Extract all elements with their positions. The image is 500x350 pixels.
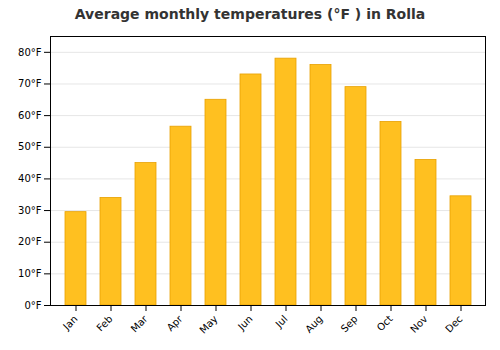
svg-text:Sep: Sep bbox=[339, 313, 360, 334]
svg-text:0°F: 0°F bbox=[24, 300, 41, 311]
svg-text:30°F: 30°F bbox=[18, 205, 42, 216]
svg-text:60°F: 60°F bbox=[18, 110, 42, 121]
svg-text:Jun: Jun bbox=[235, 313, 255, 333]
svg-text:Mar: Mar bbox=[129, 313, 151, 335]
svg-text:70°F: 70°F bbox=[18, 78, 42, 89]
svg-text:Aug: Aug bbox=[303, 313, 325, 335]
svg-text:80°F: 80°F bbox=[18, 47, 42, 58]
svg-text:Apr: Apr bbox=[165, 313, 186, 334]
html-text:Average monthly temperatures (: Average monthly temperatures (°F ) in Ro… bbox=[74, 6, 426, 22]
svg-text:Oct: Oct bbox=[375, 313, 395, 333]
svg-text:50°F: 50°F bbox=[18, 141, 42, 152]
svg-text:Jan: Jan bbox=[60, 313, 79, 332]
svg-text:Jul: Jul bbox=[273, 313, 290, 330]
svg-text:40°F: 40°F bbox=[18, 173, 42, 184]
svg-text:Nov: Nov bbox=[408, 313, 430, 335]
svg-text:May: May bbox=[197, 313, 219, 335]
svg-text:Dec: Dec bbox=[443, 313, 464, 334]
svg-text:10°F: 10°F bbox=[18, 268, 42, 279]
svg-text:Feb: Feb bbox=[94, 313, 114, 333]
svg-text:20°F: 20°F bbox=[18, 236, 42, 247]
